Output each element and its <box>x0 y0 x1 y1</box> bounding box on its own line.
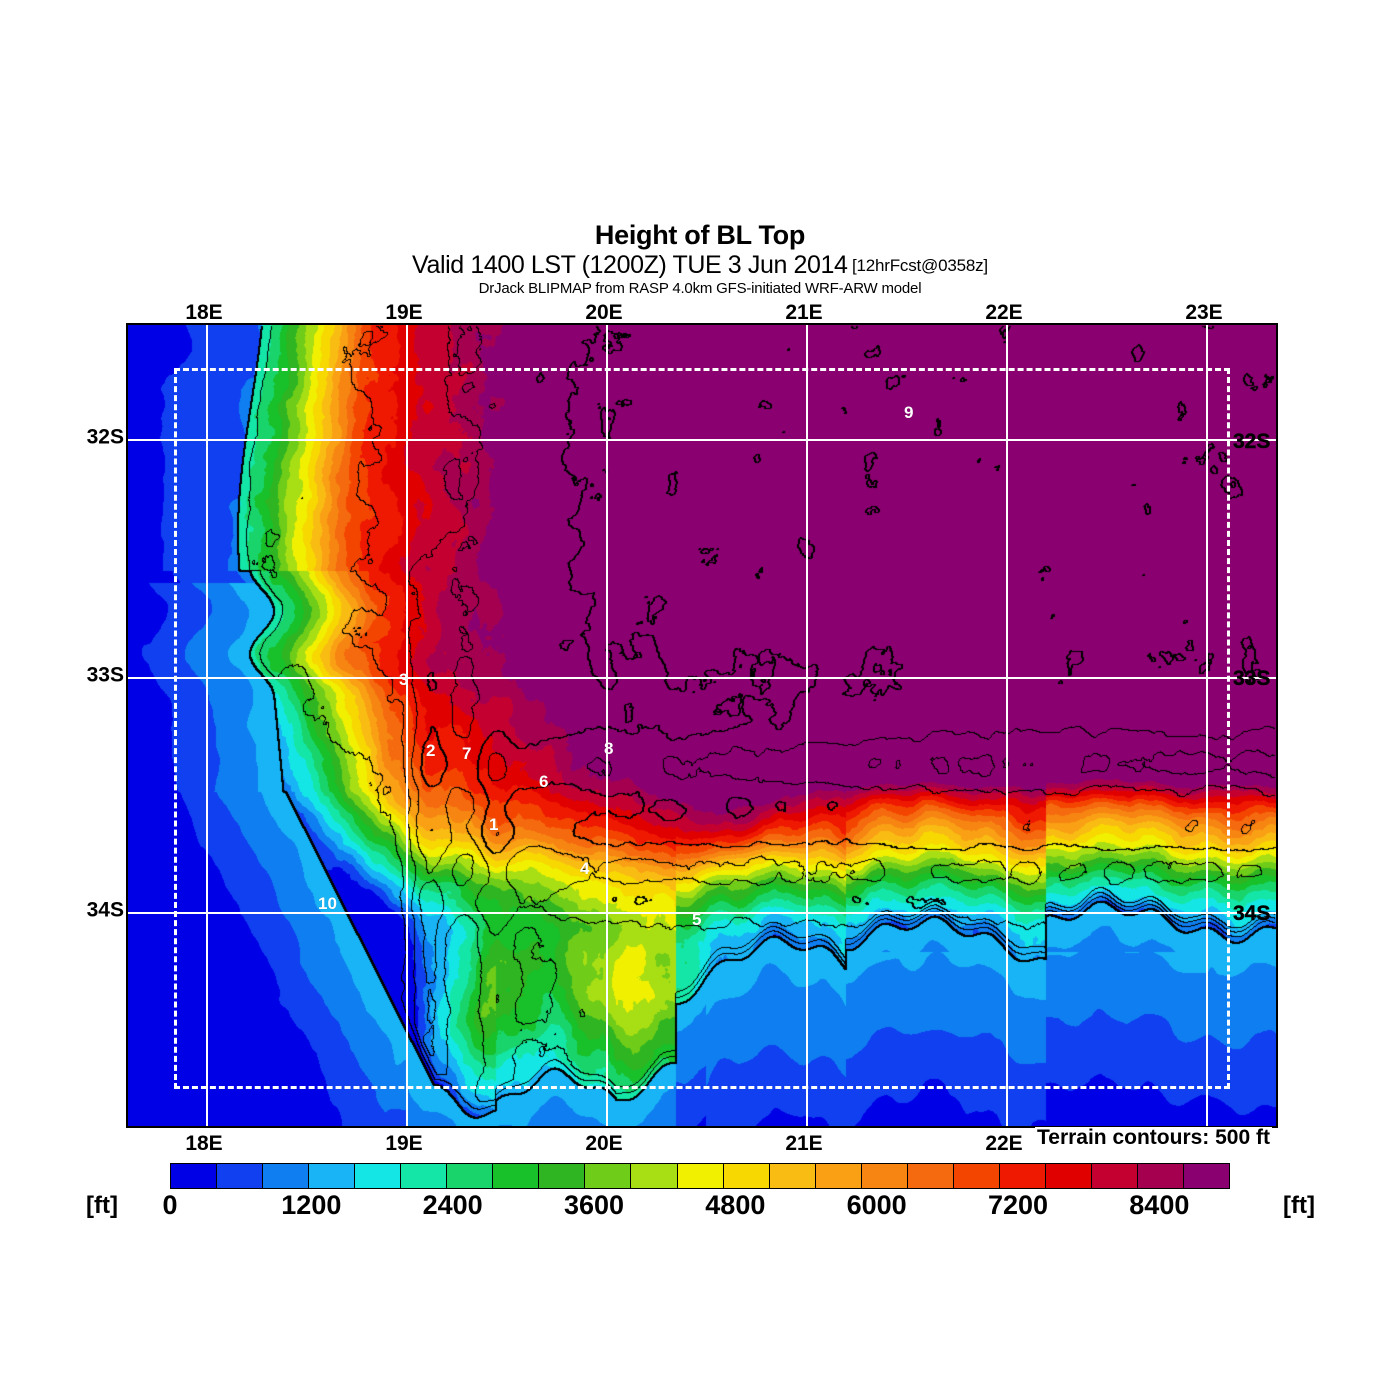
colorbar[interactable] <box>170 1163 1230 1189</box>
colorbar-swatch-4 <box>355 1164 402 1188</box>
lon-label-bottom-19e: 19E <box>385 1132 423 1155</box>
colorbar-swatch-7 <box>493 1164 540 1188</box>
lat-label-right-34s: 34S <box>1233 902 1271 925</box>
gridline-lon-21e <box>806 325 808 1126</box>
colorbar-tick-7200: 7200 <box>987 1190 1049 1220</box>
site-label-4: 4 <box>580 859 590 878</box>
colorbar-unit-left: [ft] <box>86 1192 118 1219</box>
gridline-lat-33s <box>128 677 1276 679</box>
colorbar-swatch-1 <box>217 1164 264 1188</box>
gridline-lon-22e <box>1006 325 1008 1126</box>
terrain-contour-note: Terrain contours: 500 ft <box>1035 1126 1272 1150</box>
gridline-lat-32s <box>128 439 1276 441</box>
colorbar-swatch-6 <box>447 1164 494 1188</box>
lon-label-bottom-20e: 20E <box>585 1132 623 1155</box>
colorbar-swatch-19 <box>1045 1164 1092 1188</box>
lon-label-top-20e: 20E <box>585 301 623 324</box>
lat-label-right-32s: 32S <box>1233 430 1271 453</box>
colorbar-swatch-16 <box>907 1164 954 1188</box>
colorbar-swatch-12 <box>723 1164 770 1188</box>
site-label-5: 5 <box>692 910 702 929</box>
site-label-10: 10 <box>318 894 337 913</box>
valid-time-label: Valid 1400 LST (1200Z) TUE 3 Jun 2014 <box>412 251 848 279</box>
colorbar-tick-8400: 8400 <box>1129 1190 1190 1220</box>
subtitle-row: Valid 1400 LST (1200Z) TUE 3 Jun 2014 [1… <box>0 253 1400 278</box>
colorbar-swatch-20 <box>1091 1164 1138 1188</box>
lon-label-top-21e: 21E <box>785 301 823 324</box>
forecast-map[interactable]: 32S 33S 34S 9 3 2 7 8 6 1 4 10 5 <box>126 323 1278 1128</box>
colorbar-swatch-2 <box>263 1164 310 1188</box>
site-label-2: 2 <box>426 741 436 760</box>
colorbar-swatch-0 <box>171 1164 218 1188</box>
colorbar-swatch-14 <box>815 1164 862 1188</box>
gridline-lon-23e <box>1206 325 1208 1126</box>
lon-label-bottom-22e: 22E <box>985 1132 1023 1155</box>
lat-label-left-32s: 32S <box>86 425 124 449</box>
colorbar-swatch-10 <box>631 1164 678 1188</box>
title-block: Height of BL Top Valid 1400 LST (1200Z) … <box>0 220 1400 297</box>
gridline-lon-18e <box>206 325 208 1126</box>
model-credit-label: DrJack BLIPMAP from RASP 4.0km GFS-initi… <box>478 280 922 297</box>
colorbar-swatch-11 <box>677 1164 724 1188</box>
lon-label-top-22e: 22E <box>985 301 1023 324</box>
forecast-tag-label: [12hrFcst@0358z] <box>851 256 988 275</box>
colorbar-tick-4800: 4800 <box>705 1190 766 1220</box>
colorbar-swatch-21 <box>1137 1164 1185 1188</box>
lon-label-bottom-18e: 18E <box>185 1132 223 1155</box>
colorbar-swatch-3 <box>309 1164 356 1188</box>
lon-label-top-19e: 19E <box>385 301 423 324</box>
colorbar-ticklabels: 0 1200 2400 3600 4800 6000 7200 8400 <box>0 1192 1400 1226</box>
colorbar-swatch-22 <box>1184 1164 1230 1188</box>
site-label-3: 3 <box>399 670 409 689</box>
lon-label-top-18e: 18E <box>185 301 223 324</box>
colorbar-unit-right: [ft] <box>1283 1192 1315 1219</box>
colorbar-swatch-18 <box>999 1164 1046 1188</box>
colorbar-swatch-8 <box>539 1164 586 1188</box>
colorbar-swatch-9 <box>585 1164 632 1188</box>
colorbar-tick-0: 0 <box>162 1190 178 1220</box>
lat-label-right-33s: 33S <box>1233 667 1271 690</box>
site-label-8: 8 <box>604 739 614 758</box>
colorbar-tick-1200: 1200 <box>281 1190 342 1220</box>
gridline-lat-34s <box>128 912 1276 914</box>
colorbar-swatch-13 <box>769 1164 816 1188</box>
colorbar-tick-6000: 6000 <box>846 1190 907 1220</box>
lat-label-left-33s: 33S <box>86 663 124 687</box>
page-title: Height of BL Top <box>594 220 806 250</box>
site-label-6: 6 <box>539 772 549 791</box>
site-label-9: 9 <box>904 403 914 422</box>
lon-label-top-23e: 23E <box>1185 301 1223 324</box>
gridline-lon-19e <box>406 325 408 1126</box>
colorbar-tick-3600: 3600 <box>563 1190 625 1220</box>
site-label-7: 7 <box>462 744 472 763</box>
lon-label-bottom-21e: 21E <box>785 1132 823 1155</box>
gridline-lon-20e <box>606 325 608 1126</box>
colorbar-swatch-15 <box>861 1164 908 1188</box>
colorbar-swatch-17 <box>953 1164 1000 1188</box>
lat-label-left-34s: 34S <box>86 898 124 922</box>
site-label-1: 1 <box>489 815 499 834</box>
map-raster <box>128 325 1276 1126</box>
colorbar-swatch-5 <box>401 1164 448 1188</box>
colorbar-tick-2400: 2400 <box>422 1190 483 1220</box>
